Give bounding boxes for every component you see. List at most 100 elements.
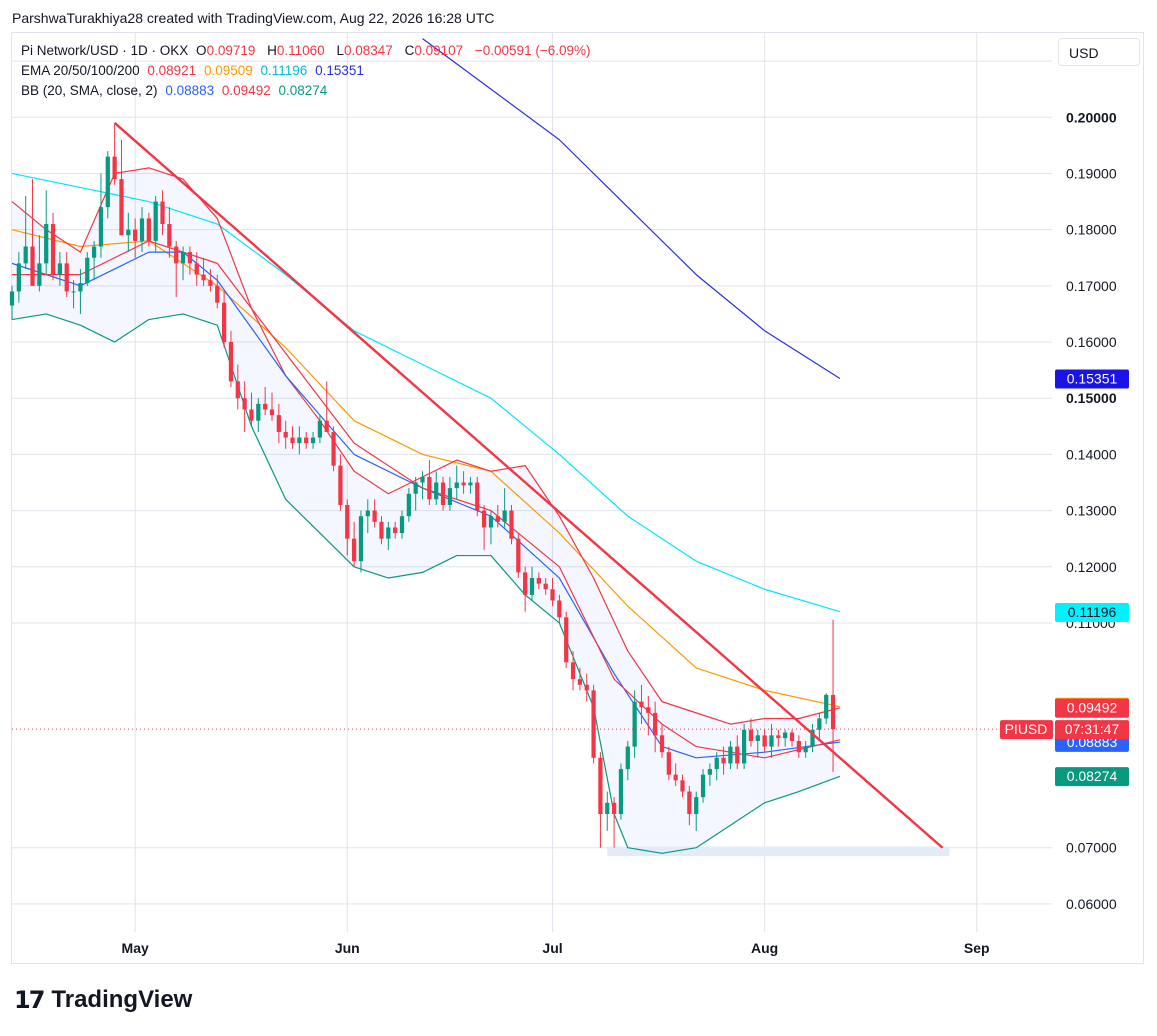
candle-body [297, 437, 302, 444]
candle-body [139, 218, 145, 241]
candle [297, 426, 302, 455]
candle [748, 718, 754, 747]
candle [310, 431, 316, 449]
y-axis-tick-label: 0.12000 [1066, 559, 1117, 575]
candle-body [577, 679, 583, 685]
candle [475, 476, 480, 517]
candle-body [338, 465, 343, 505]
candle-body [263, 403, 268, 410]
candle-body [543, 583, 548, 590]
candle [44, 190, 49, 275]
candle [208, 268, 213, 292]
price-label-text: 0.15351 [1067, 370, 1118, 386]
candle-body [71, 291, 76, 293]
candle [379, 516, 384, 545]
candle [105, 150, 110, 219]
candle-body [269, 409, 275, 416]
candle-body [447, 488, 453, 505]
candle-body [803, 746, 808, 753]
candle [194, 252, 199, 286]
candle [481, 504, 487, 550]
candle-body [468, 482, 473, 486]
candle [495, 504, 500, 528]
legend-close-label: C [404, 43, 415, 58]
candle [598, 752, 603, 848]
candle-body [194, 263, 199, 275]
candle [126, 212, 131, 253]
candle [611, 797, 617, 848]
candle-body [611, 802, 617, 815]
candle-body [735, 746, 740, 764]
candle [830, 619, 836, 772]
candle [133, 218, 138, 258]
candle [769, 724, 774, 758]
candle [290, 426, 295, 449]
candle-body [536, 578, 541, 584]
price-label-bg [1055, 698, 1129, 718]
candle-body [646, 707, 651, 713]
candle [700, 769, 706, 803]
candle [694, 791, 699, 831]
candle-body [221, 302, 227, 343]
price-label: 0.15351 [1055, 369, 1129, 389]
candle [85, 252, 90, 286]
candle-body [413, 482, 418, 494]
candle [64, 252, 69, 298]
candle [427, 460, 432, 505]
candle [529, 566, 535, 601]
candle [509, 504, 514, 545]
candle [618, 763, 624, 820]
legend-change: −0.00591 (−6.09%) [474, 43, 591, 58]
candle [420, 471, 425, 500]
legend-bb-label[interactable]: BB (20, SMA, close, 2) [21, 83, 158, 98]
candle [735, 735, 740, 770]
legend-ema-label[interactable]: EMA 20/50/100/200 [21, 63, 140, 78]
candle [324, 381, 329, 432]
candle [228, 330, 234, 387]
legend-ema100-value: 0.11196 [260, 63, 308, 78]
candle-body [509, 510, 514, 539]
candle-body [488, 516, 494, 528]
candle-body [23, 246, 28, 264]
candle [160, 190, 165, 236]
candle [605, 791, 610, 831]
candle [680, 774, 685, 798]
candle [666, 746, 671, 781]
candles [9, 122, 836, 848]
y-axis-tick-label: 0.15000 [1066, 390, 1117, 406]
price-label: 0.08274 [1055, 767, 1129, 787]
y-axis-tick-label: 0.13000 [1066, 503, 1117, 519]
candle [447, 476, 453, 511]
candle-body [783, 732, 788, 739]
trendline [113, 121, 944, 849]
candle [263, 386, 268, 416]
candle [434, 471, 439, 505]
candle-body [639, 701, 644, 708]
candle [242, 381, 247, 432]
candle [728, 740, 733, 770]
tradingview-logo[interactable]: 17 TradingView [14, 986, 192, 1014]
candle-body [290, 437, 295, 444]
tradingview-logo-icon: 17 [14, 986, 45, 1014]
legend-symbol-row: Pi Network/USD · 1D · OKX O0.09719 H0.11… [21, 43, 594, 58]
price-label-bg [1055, 602, 1129, 622]
symbol-tag-text: PIUSD [1005, 721, 1048, 737]
candle [386, 521, 391, 550]
candle-body [481, 510, 487, 528]
candle [468, 476, 473, 494]
candle-body [351, 538, 357, 562]
price-label: 0.11196 [1055, 602, 1129, 622]
tradingview-logo-text: TradingView [51, 986, 193, 1013]
legend-symbol[interactable]: Pi Network/USD · 1D · OKX [21, 43, 189, 58]
candle-body [714, 757, 719, 770]
currency-button[interactable]: USD [1058, 38, 1140, 66]
candle [673, 763, 678, 786]
candle [358, 510, 364, 573]
candle-body [550, 589, 555, 601]
candle-body [379, 521, 384, 539]
legend-bb-basis-value: 0.08883 [165, 83, 215, 98]
candle-body [30, 246, 35, 286]
candle-body [393, 527, 398, 534]
y-axis-tick-label: 0.19000 [1066, 165, 1117, 181]
